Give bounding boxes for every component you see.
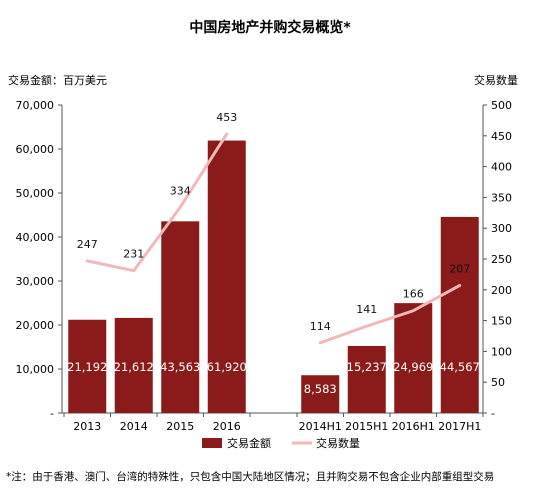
count-value-label: 166 (403, 288, 424, 301)
bar (161, 221, 200, 413)
category-label: 2014 (120, 420, 148, 433)
bar (207, 140, 246, 413)
left-axis-title: 交易金额：百万美元 (8, 73, 107, 87)
legend-swatch-amount (202, 438, 222, 448)
right-tick-label: 250 (491, 253, 512, 266)
left-tick-label: 70,000 (16, 99, 55, 112)
count-lines (85, 132, 462, 345)
count-value-label: 114 (310, 320, 331, 333)
bar (347, 345, 386, 413)
right-tick-label: 350 (491, 191, 512, 204)
right-tick-label: 400 (491, 161, 512, 174)
legend: 交易金额 交易数量 (202, 436, 360, 450)
data-labels: 21,192 21,612 43,563 61,920 247 231 334 453 8,58… (67, 111, 480, 396)
right-tick-label: 50 (491, 376, 505, 389)
axes: - 10,000 20,000 30,000 40,000 50,000 60,000 70,… (16, 99, 513, 433)
right-tick-label: 200 (491, 284, 512, 297)
bar (68, 319, 107, 413)
category-label: 2013 (73, 420, 101, 433)
count-value-label: 334 (170, 184, 191, 197)
right-tick-label: - (491, 407, 495, 420)
left-tick-label: 50,000 (16, 187, 55, 200)
bar-value-label: 15,237 (347, 360, 387, 374)
right-tick-label: 100 (491, 345, 512, 358)
category-label: 2017H1 (438, 420, 481, 433)
count-value-label: 247 (77, 238, 98, 251)
bar (301, 375, 340, 413)
footnote: *注：由于香港、澳门、台湾的特殊性，只包含中国大陆地区情况；且并购交易不包含企业… (6, 470, 494, 483)
right-axis-title: 交易数量 (474, 73, 518, 87)
right-tick-label: 300 (491, 222, 512, 235)
bar-value-label: 43,563 (160, 360, 200, 374)
left-tick-label: 60,000 (16, 143, 55, 156)
left-tick-label: 10,000 (16, 363, 55, 376)
count-series-line (318, 283, 462, 345)
left-tick-label: - (50, 407, 54, 420)
bar (114, 317, 153, 413)
count-value-label: 231 (123, 248, 144, 261)
legend-label-count: 交易数量 (316, 436, 360, 450)
category-label: 2015 (166, 420, 194, 433)
bar-value-label: 24,969 (393, 360, 433, 374)
bar-value-label: 44,567 (440, 360, 480, 374)
category-label: 2015H1 (345, 420, 388, 433)
category-label: 2016H1 (392, 420, 435, 433)
bar (440, 216, 479, 413)
bar-value-label: 8,583 (304, 382, 337, 396)
category-label: 2016 (213, 420, 241, 433)
count-series-line (85, 132, 229, 273)
right-tick-label: 450 (491, 130, 512, 143)
count-value-label: 141 (356, 303, 377, 316)
right-tick-label: 500 (491, 99, 512, 112)
bar-value-label: 21,612 (114, 360, 154, 374)
right-tick-label: 150 (491, 315, 512, 328)
legend-label-amount: 交易金额 (227, 436, 271, 450)
left-tick-label: 30,000 (16, 275, 55, 288)
bars (68, 140, 479, 413)
count-value-label: 207 (449, 262, 470, 275)
left-tick-label: 40,000 (16, 231, 55, 244)
chart-title: 中国房地产并购交易概览* (189, 19, 351, 36)
bar (394, 303, 433, 413)
count-value-label: 453 (216, 111, 237, 124)
left-tick-label: 20,000 (16, 319, 55, 332)
bar-value-label: 61,920 (207, 360, 247, 374)
category-label: 2014H1 (299, 420, 342, 433)
bar-value-label: 21,192 (67, 360, 107, 374)
